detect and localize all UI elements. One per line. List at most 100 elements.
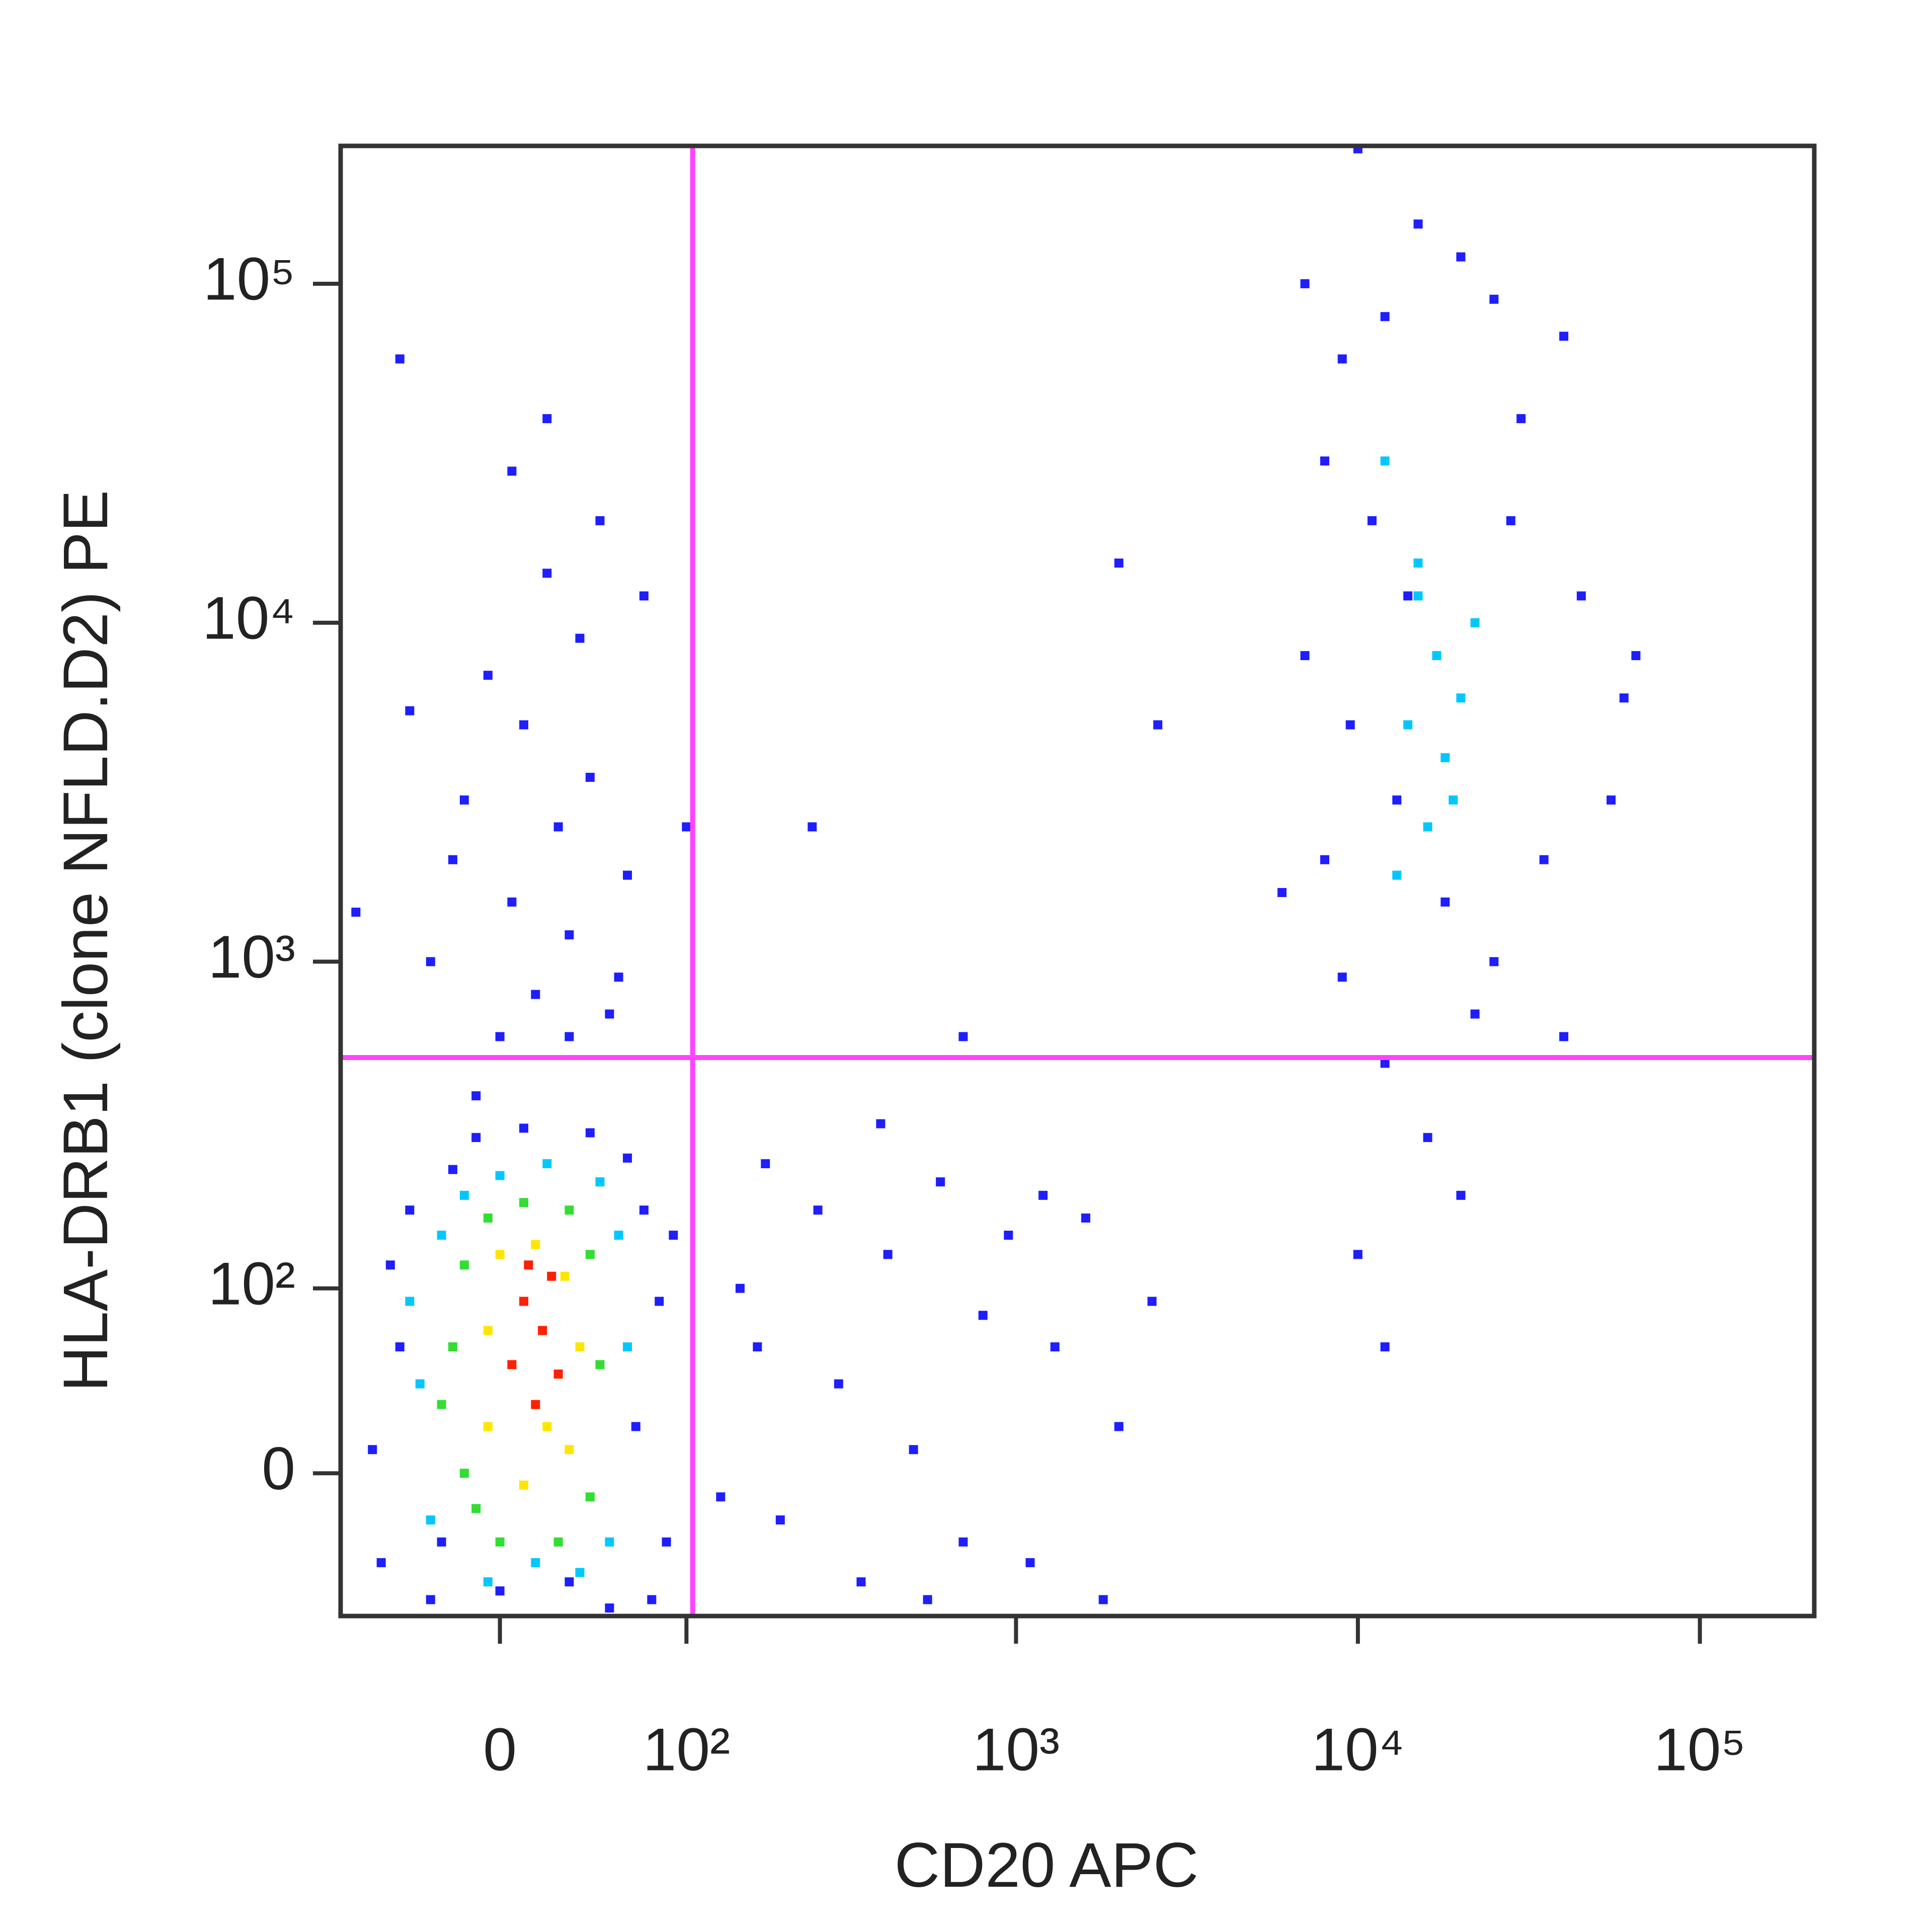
data-point — [495, 1537, 505, 1547]
data-point — [448, 855, 457, 864]
data-point — [662, 1537, 671, 1547]
data-point — [1098, 1595, 1108, 1604]
data-point — [565, 1445, 574, 1455]
data-point — [585, 1250, 595, 1259]
data-point — [595, 1360, 605, 1370]
data-point — [1380, 312, 1390, 321]
data-point — [1403, 720, 1413, 730]
x-tick-label: 10⁵ — [1654, 1716, 1746, 1784]
data-point — [437, 1231, 446, 1240]
data-point — [459, 1190, 469, 1200]
data-point — [623, 870, 632, 880]
data-point — [471, 1504, 481, 1513]
data-point — [495, 1171, 505, 1180]
data-point — [631, 1422, 640, 1431]
data-point — [405, 706, 415, 715]
data-point — [647, 1595, 657, 1604]
data-point — [753, 1342, 762, 1352]
data-point — [595, 516, 605, 525]
data-point — [978, 1311, 988, 1320]
y-tick-label: 10⁵ — [203, 246, 295, 313]
y-tick-label: 0 — [262, 1435, 295, 1502]
data-point — [605, 1009, 614, 1019]
data-point — [565, 1205, 574, 1215]
data-point — [1403, 591, 1413, 601]
data-point — [595, 1177, 605, 1187]
data-point — [575, 1342, 585, 1352]
data-point — [1506, 516, 1515, 525]
data-point — [483, 671, 493, 680]
data-point — [639, 591, 649, 601]
data-point — [547, 1271, 556, 1281]
data-point — [1413, 219, 1423, 229]
data-point — [471, 1133, 481, 1142]
data-point — [405, 1205, 415, 1215]
data-point — [524, 1260, 533, 1270]
y-tick-label: 10³ — [208, 923, 295, 991]
x-tick-label: 10² — [643, 1716, 730, 1784]
y-tick-label: 10⁴ — [202, 584, 295, 652]
data-point — [575, 1568, 585, 1577]
data-point — [1413, 558, 1423, 568]
data-point — [542, 1422, 552, 1431]
data-point — [437, 1400, 446, 1409]
x-axis-label: CD20 APC — [895, 1830, 1198, 1900]
data-point — [483, 1326, 493, 1335]
data-point — [1631, 651, 1641, 661]
data-point — [1448, 795, 1458, 805]
data-point — [775, 1515, 785, 1525]
data-point — [459, 795, 469, 805]
data-point — [1367, 516, 1377, 525]
data-point — [385, 1260, 395, 1270]
data-point — [531, 990, 540, 999]
data-point — [1489, 294, 1499, 304]
data-point — [542, 414, 552, 424]
data-point — [1516, 414, 1526, 424]
data-point — [1320, 855, 1330, 864]
data-point — [542, 569, 552, 578]
data-point — [1300, 651, 1310, 661]
data-point — [538, 1326, 547, 1335]
data-point — [808, 822, 817, 832]
data-point — [471, 1091, 481, 1101]
data-point — [958, 1537, 968, 1547]
data-point — [682, 822, 691, 832]
data-point — [1337, 973, 1347, 982]
data-point — [519, 1198, 529, 1208]
data-point — [495, 1586, 505, 1596]
data-point — [507, 897, 517, 907]
data-point — [1470, 618, 1480, 627]
data-point — [351, 908, 361, 917]
data-point — [639, 1205, 649, 1215]
data-point — [1539, 855, 1549, 864]
data-point — [1025, 1558, 1035, 1567]
data-point — [565, 930, 574, 940]
data-point — [1423, 1133, 1432, 1142]
data-point — [1456, 252, 1466, 262]
data-point — [405, 1297, 415, 1306]
data-point — [376, 1558, 386, 1567]
data-point — [1559, 1032, 1569, 1041]
data-point — [531, 1400, 540, 1409]
data-point — [519, 1123, 529, 1133]
data-point — [1081, 1213, 1091, 1223]
data-point — [426, 957, 435, 967]
data-point — [1050, 1342, 1060, 1352]
data-point — [531, 1240, 540, 1249]
data-point — [437, 1537, 446, 1547]
data-point — [483, 1422, 493, 1431]
data-point — [426, 1515, 435, 1525]
data-point — [459, 1469, 469, 1478]
data-point — [553, 1537, 563, 1547]
data-point — [1337, 354, 1347, 364]
data-point — [395, 1342, 405, 1352]
data-point — [834, 1379, 843, 1389]
data-point — [1392, 795, 1402, 805]
data-point — [560, 1271, 570, 1281]
data-point — [1114, 1422, 1123, 1431]
data-point — [1380, 1342, 1390, 1352]
data-point — [585, 1128, 595, 1138]
data-point — [605, 1603, 614, 1613]
data-point — [1147, 1297, 1157, 1306]
data-point — [1606, 795, 1616, 805]
